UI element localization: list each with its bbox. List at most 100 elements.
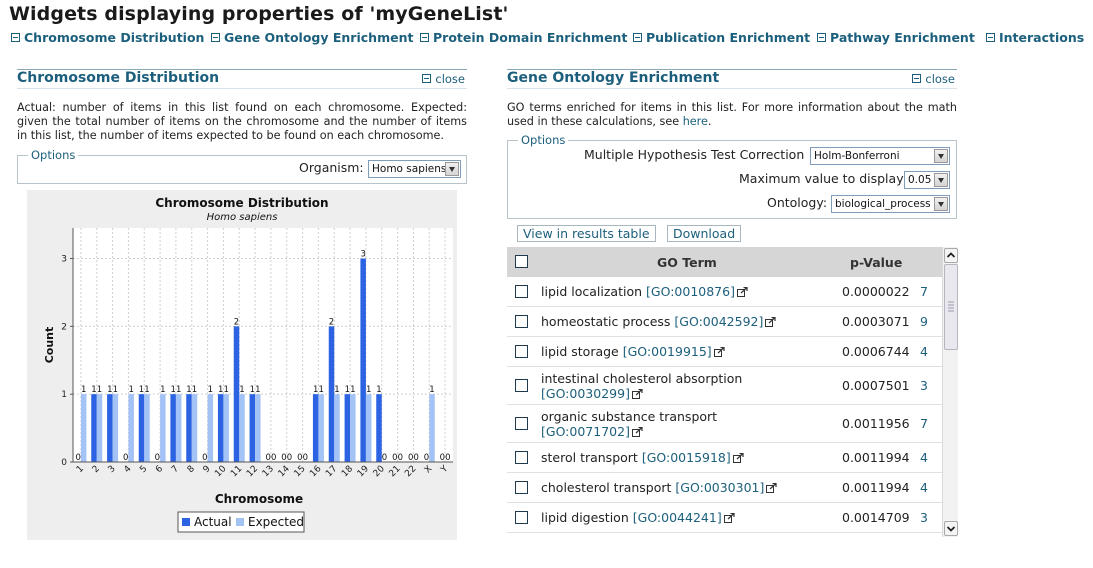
collapse-icon <box>817 33 826 42</box>
go-description-end: . <box>707 115 712 128</box>
go-id-link[interactable]: [GO:0030301] <box>675 480 765 495</box>
data-label: 1 <box>250 385 255 395</box>
data-label: 0 <box>123 453 128 463</box>
data-label: 1 <box>128 385 133 395</box>
chevron-down-icon <box>934 173 948 187</box>
bar-actual <box>91 394 97 462</box>
p-value-cell: 0.0011994 <box>842 450 910 465</box>
x-tick-label: 11 <box>229 464 244 479</box>
ontology-value: biological_process <box>835 198 931 210</box>
data-label: 1 <box>186 385 191 395</box>
go-term-cell: intestinal cholesterol absorption [GO:003… <box>541 371 742 401</box>
nav-protein-domain-enrichment[interactable]: Protein Domain Enrichment <box>420 30 627 45</box>
count-link[interactable]: 3 <box>920 510 928 525</box>
row-checkbox[interactable] <box>515 481 528 494</box>
bar-expected <box>112 394 119 462</box>
count-link[interactable]: 7 <box>920 284 928 299</box>
scroll-up-button[interactable] <box>944 248 958 263</box>
external-link-icon[interactable] <box>723 513 735 523</box>
go-id-link[interactable]: [GO:0015918] <box>641 450 731 465</box>
go-description: GO terms enriched for items in this list… <box>507 101 957 129</box>
go-id-link[interactable]: [GO:0044241] <box>632 510 722 525</box>
data-label: 0 <box>413 453 418 463</box>
chromosome-close-button[interactable]: close <box>422 72 465 86</box>
nav-publication-enrichment[interactable]: Publication Enrichment <box>633 30 810 45</box>
go-id-link[interactable]: [GO:0019915] <box>622 344 712 359</box>
download-button[interactable]: Download <box>667 225 742 242</box>
row-checkbox[interactable] <box>515 511 528 524</box>
x-tick-label: 7 <box>170 464 181 475</box>
go-id-link[interactable]: [GO:0030299] <box>541 386 630 401</box>
count-link[interactable]: 4 <box>920 344 928 359</box>
row-checkbox[interactable] <box>515 285 528 298</box>
data-label: 1 <box>313 385 318 395</box>
count-link[interactable]: 9 <box>920 314 928 329</box>
data-label: 0 <box>445 453 450 463</box>
view-in-results-table-button[interactable]: View in results table <box>517 225 656 242</box>
options-legend: Options <box>31 148 76 162</box>
organism-value: Homo sapiens <box>372 163 447 175</box>
results-scrollbar[interactable] <box>942 247 958 537</box>
x-tick-label: 10 <box>213 464 228 479</box>
ontology-select[interactable]: biological_process <box>831 195 950 213</box>
max-value: 0.05 <box>908 174 932 186</box>
data-label: 1 <box>318 385 323 395</box>
go-options: Options <box>507 133 957 219</box>
external-link-icon[interactable] <box>736 287 748 297</box>
data-label: 0 <box>424 453 429 463</box>
nav-interactions[interactable]: Interactions <box>986 30 1084 45</box>
external-link-icon[interactable] <box>713 347 725 357</box>
collapse-icon <box>420 33 429 42</box>
x-tick-label: 22 <box>403 464 418 479</box>
x-tick-label: Y <box>439 464 451 476</box>
collapse-icon <box>912 74 922 83</box>
p-value-cell: 0.0011956 <box>842 416 910 431</box>
bar-expected <box>239 394 245 462</box>
row-checkbox[interactable] <box>515 345 528 358</box>
organism-label: Organism: <box>299 160 364 175</box>
correction-label: Multiple Hypothesis Test Correction <box>584 147 805 162</box>
x-tick-label: 15 <box>293 464 308 479</box>
data-label: 1 <box>91 385 96 395</box>
nav-gene-ontology-enrichment[interactable]: Gene Ontology Enrichment <box>211 30 413 45</box>
external-link-icon[interactable] <box>631 389 643 399</box>
nav-pathway-enrichment[interactable]: Pathway Enrichment <box>817 30 975 45</box>
row-checkbox[interactable] <box>515 379 528 392</box>
y-axis-label: Count <box>43 327 56 364</box>
count-link[interactable]: 4 <box>920 480 928 495</box>
row-checkbox[interactable] <box>515 417 528 430</box>
select-all-checkbox[interactable] <box>515 255 528 268</box>
go-id-link[interactable]: [GO:0042592] <box>674 314 764 329</box>
math-info-link[interactable]: here <box>682 115 708 128</box>
count-link[interactable]: 7 <box>920 416 928 431</box>
chevron-down-icon <box>934 197 948 211</box>
external-link-icon[interactable] <box>765 317 776 327</box>
scroll-down-button[interactable] <box>944 521 958 536</box>
go-id-link[interactable]: [GO:0010876] <box>646 284 735 299</box>
max-value-label: Maximum value to display <box>739 171 904 186</box>
data-label: 0 <box>287 453 292 463</box>
legend-label-actual: Actual <box>194 515 232 529</box>
data-label: 1 <box>429 385 434 395</box>
count-link[interactable]: 3 <box>920 378 928 393</box>
bar-expected <box>207 394 214 462</box>
external-link-icon[interactable] <box>766 483 777 493</box>
go-term-name: cholesterol transport <box>541 480 672 495</box>
external-link-icon[interactable] <box>631 427 643 437</box>
row-checkbox[interactable] <box>515 451 528 464</box>
nav-chromosome-distribution[interactable]: Chromosome Distribution <box>11 30 204 45</box>
count-link[interactable]: 4 <box>920 450 928 465</box>
go-id-link[interactable]: [GO:0071702] <box>541 424 630 439</box>
bar-actual <box>170 394 176 462</box>
go-close-button[interactable]: close <box>912 72 955 86</box>
bar-actual <box>186 394 192 462</box>
correction-select[interactable]: Holm-Bonferroni <box>810 147 950 165</box>
organism-select[interactable]: Homo sapiens <box>368 160 461 178</box>
row-checkbox[interactable] <box>515 315 528 328</box>
scroll-thumb[interactable] <box>944 264 958 350</box>
nav-label: Chromosome Distribution <box>24 30 205 45</box>
max-value-select[interactable]: 0.05 <box>904 171 950 189</box>
external-link-icon[interactable] <box>732 453 744 463</box>
bar-expected <box>350 394 356 462</box>
x-tick-label: 9 <box>202 464 213 475</box>
